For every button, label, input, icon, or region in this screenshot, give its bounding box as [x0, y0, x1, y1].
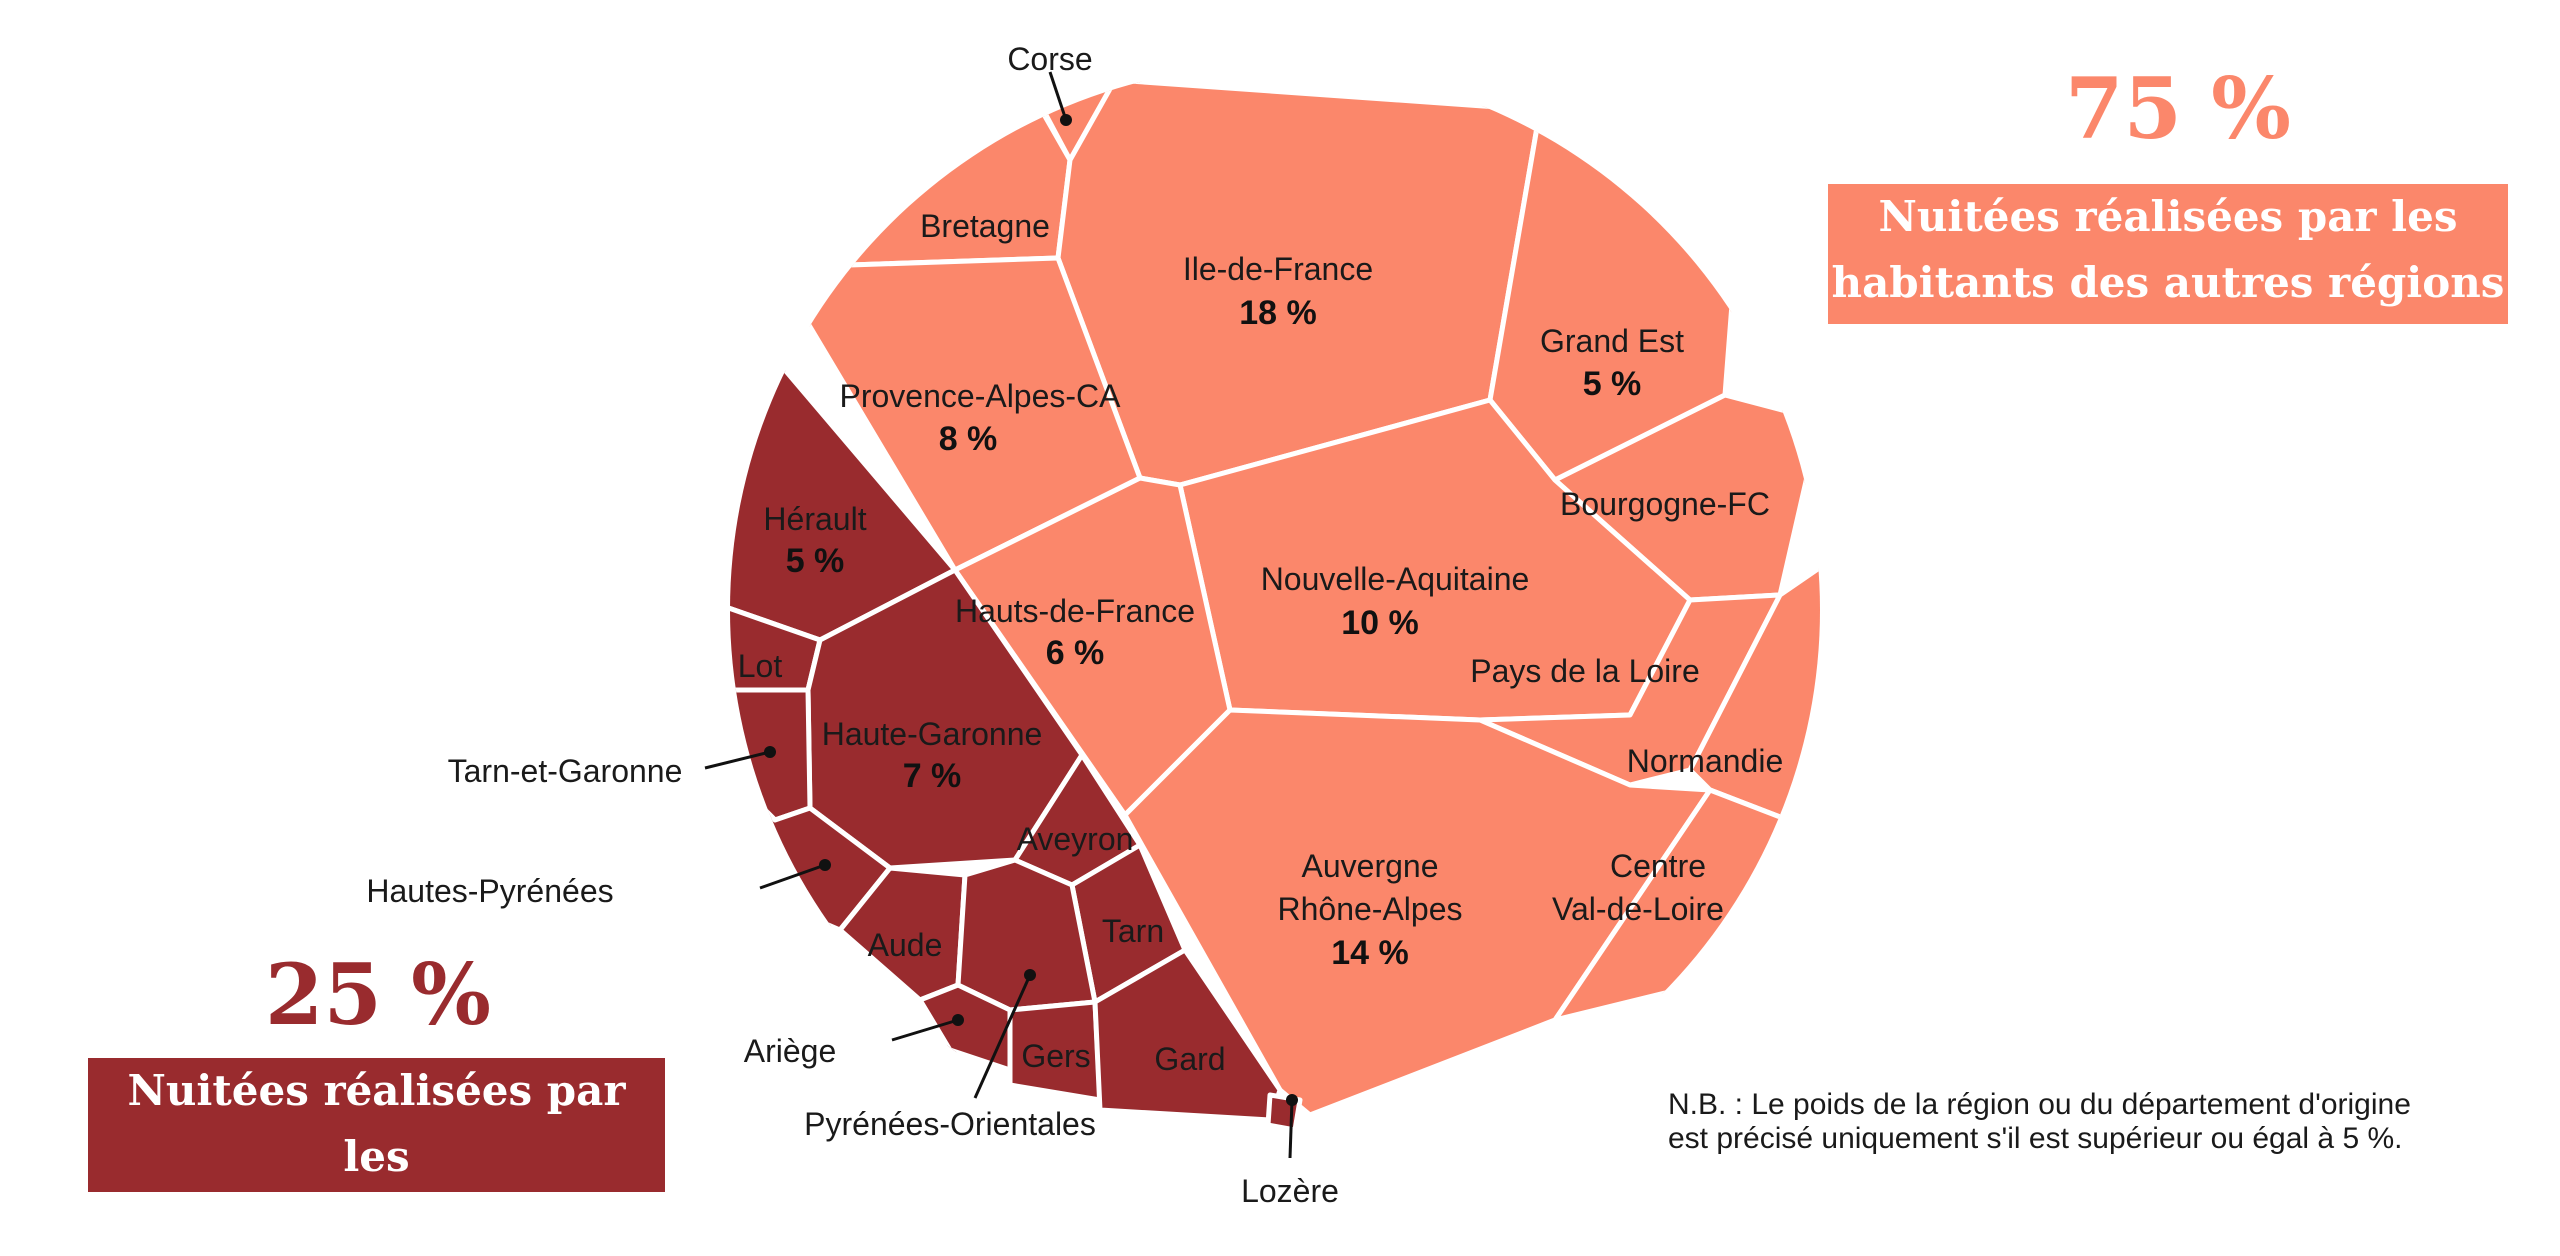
- value-idf: 18 %: [1239, 294, 1317, 332]
- label-aveyron: Aveyron: [1017, 821, 1134, 857]
- label-tarn: Tarn: [1102, 913, 1164, 949]
- value-herault: 5 %: [786, 542, 845, 580]
- leader-line-ariege: [891, 1018, 959, 1042]
- leader-line-lozere: [1288, 1099, 1294, 1159]
- leader-dot-lozere: [1286, 1094, 1298, 1106]
- value-hdf: 6 %: [1046, 634, 1105, 672]
- leader-dot-ariege: [952, 1014, 964, 1026]
- label2-cvl: Val-de-Loire: [1552, 891, 1724, 927]
- label-idf: Ile-de-France: [1183, 251, 1373, 287]
- footnote-line2: est précisé uniquement s'il est supérieu…: [1668, 1122, 2403, 1155]
- footnote: N.B. : Le poids de la région ou du dépar…: [1668, 1088, 2411, 1156]
- value-paca: 8 %: [939, 420, 998, 458]
- label-po: Pyrénées-Orientales: [804, 1106, 1096, 1142]
- label-bretagne: Bretagne: [920, 208, 1050, 244]
- label-hp: Hautes-Pyrénées: [366, 873, 613, 909]
- label-cvl: Centre: [1610, 848, 1706, 884]
- leader-dot-corse: [1060, 114, 1072, 126]
- label-pdl: Pays de la Loire: [1470, 653, 1699, 689]
- occitanie-share-value: 25 %: [265, 945, 491, 1044]
- label-paca: Provence-Alpes-CA: [840, 378, 1122, 414]
- label-ara: Auvergne: [1302, 848, 1439, 884]
- leader-line-tg: [704, 750, 771, 770]
- label-hg: Haute-Garonne: [822, 716, 1043, 752]
- footnote-line1: N.B. : Le poids de la région ou du dépar…: [1668, 1088, 2411, 1121]
- others-share-value: 75 %: [2065, 59, 2291, 158]
- leader-dot-hp: [819, 859, 831, 871]
- occitanie-caption-line1: Nuitées réalisées par les: [127, 1066, 626, 1181]
- others-caption-line2: habitants des autres régions: [1831, 258, 2505, 307]
- label-herault: Hérault: [763, 501, 866, 537]
- leader-line-po: [973, 974, 1032, 1099]
- label-normandie: Normandie: [1627, 743, 1784, 779]
- leader-dot-tg: [764, 746, 776, 758]
- leader-dot-po: [1024, 969, 1036, 981]
- occitanie-caption-box: Nuitées réalisées par les habitants d'Oc…: [88, 1058, 665, 1247]
- others-caption-box: Nuitées réalisées par les habitants des …: [1828, 184, 2508, 324]
- value-na: 10 %: [1341, 604, 1419, 642]
- leader-line-corse: [1048, 71, 1068, 121]
- value-hg: 7 %: [903, 757, 962, 795]
- label2-ara: Rhône-Alpes: [1278, 891, 1463, 927]
- label-corse: Corse: [1007, 41, 1092, 77]
- label-lot: Lot: [738, 648, 783, 684]
- label-hdf: Hauts-de-France: [955, 593, 1195, 629]
- label-gard: Gard: [1154, 1041, 1225, 1077]
- label-gers: Gers: [1021, 1038, 1090, 1074]
- label-aude: Aude: [868, 927, 943, 963]
- label-ariege: Ariège: [744, 1033, 837, 1069]
- label-grandest: Grand Est: [1540, 323, 1684, 359]
- value-ara: 14 %: [1331, 934, 1409, 972]
- label-bfc: Bourgogne-FC: [1560, 486, 1770, 522]
- leader-line-hp: [759, 863, 826, 890]
- others-caption-line1: Nuitées réalisées par les: [1878, 192, 2458, 241]
- occitanie-caption-line2: habitants d'Occitanie: [124, 1198, 629, 1247]
- value-grandest: 5 %: [1583, 365, 1642, 403]
- label-lozere: Lozère: [1241, 1173, 1339, 1209]
- label-tg: Tarn-et-Garonne: [448, 753, 683, 789]
- label-na: Nouvelle-Aquitaine: [1261, 561, 1530, 597]
